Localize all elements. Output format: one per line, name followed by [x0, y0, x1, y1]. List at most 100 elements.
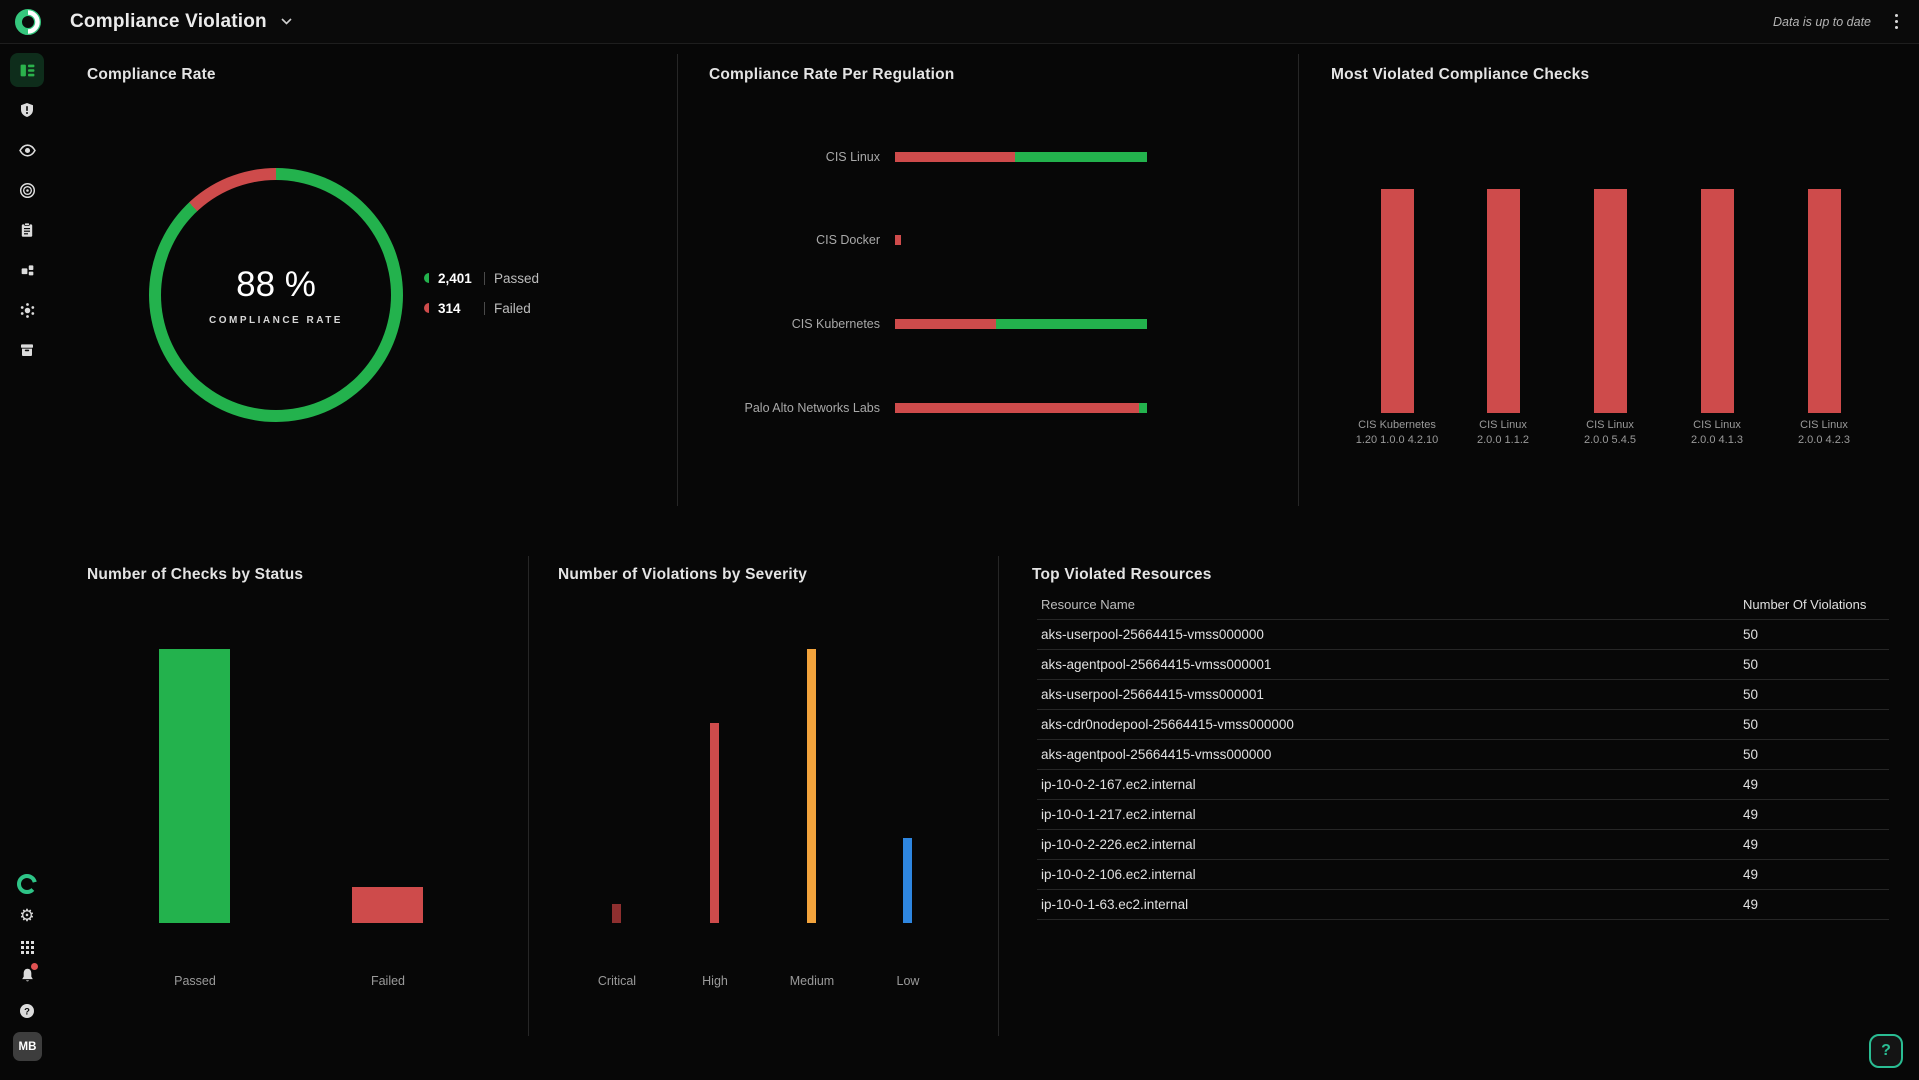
- failed-segment: [895, 152, 1016, 162]
- passed-segment: [996, 319, 1147, 329]
- sidebar-item-alerts[interactable]: [10, 93, 44, 127]
- regulation-bar-palo-alto[interactable]: [895, 403, 1147, 413]
- check-bar-label: CIS Linux 2.0.0 1.1.2: [1477, 419, 1529, 446]
- shield-alert-icon: [21, 103, 33, 117]
- table-row[interactable]: aks-agentpool-25664415-vmss000000 50: [1037, 740, 1889, 770]
- regulation-bar-cis-kubernetes[interactable]: [895, 319, 1147, 329]
- bell-icon: [21, 968, 33, 981]
- failed-bar[interactable]: [352, 887, 423, 923]
- orca-logo[interactable]: [0, 8, 56, 36]
- check-bar-cis-linux-112[interactable]: [1487, 189, 1520, 413]
- compliance-donut-ring[interactable]: 88 % COMPLIANCE RATE: [149, 168, 403, 422]
- sidebar-item-assets[interactable]: [10, 253, 44, 287]
- check-bar-cis-linux-413[interactable]: [1701, 189, 1734, 413]
- legend-divider: [484, 271, 485, 285]
- sidebar-apps[interactable]: [10, 930, 44, 964]
- regulation-bar-cis-docker[interactable]: [895, 235, 1147, 245]
- passed-marker-icon: [424, 273, 429, 283]
- passed-label: Passed: [494, 270, 540, 286]
- legend-item-failed[interactable]: 314 Failed: [424, 296, 539, 320]
- kebab-menu-icon[interactable]: [1881, 7, 1911, 37]
- low-axis-label: Low: [896, 974, 920, 988]
- clipboard-icon: [21, 222, 33, 237]
- table-row[interactable]: aks-agentpool-25664415-vmss000001 50: [1037, 650, 1889, 680]
- legend-item-passed[interactable]: 2,401 Passed: [424, 266, 539, 290]
- check-bar-cis-linux-545[interactable]: [1594, 189, 1627, 413]
- table-row[interactable]: ip-10-0-2-106.ec2.internal 49: [1037, 860, 1889, 890]
- failed-count: 314: [438, 300, 461, 316]
- top-violated-resources-table: Resource Name Number Of Violations aks-u…: [1037, 590, 1889, 920]
- dashboard-main: Compliance Rate 88 % COMPLIANCE RATE 2,4…: [56, 44, 1919, 1080]
- sidebar-settings[interactable]: ⚙: [10, 898, 44, 932]
- compliance-rate-label: COMPLIANCE RATE: [209, 314, 343, 326]
- column-header-violations: Number Of Violations: [1743, 597, 1867, 612]
- failed-segment: [895, 403, 1140, 413]
- panel-divider: [528, 556, 529, 1036]
- check-bar-label: CIS Linux 2.0.0 5.4.5: [1584, 419, 1636, 446]
- panel-title-compliance-rate: Compliance Rate: [87, 66, 216, 83]
- regulation-label: CIS Linux: [825, 150, 880, 164]
- medium-axis-label: Medium: [789, 974, 835, 988]
- user-avatar[interactable]: MB: [13, 1032, 42, 1061]
- table-header-row: Resource Name Number Of Violations: [1037, 590, 1889, 620]
- blocks-icon: [21, 264, 33, 275]
- table-row[interactable]: ip-10-0-2-226.ec2.internal 49: [1037, 830, 1889, 860]
- sidebar-item-dashboards[interactable]: [10, 53, 44, 87]
- table-row[interactable]: aks-cdr0nodepool-25664415-vmss000000 50: [1037, 710, 1889, 740]
- regulation-bar-cis-linux[interactable]: [895, 152, 1147, 162]
- failed-segment: [895, 319, 997, 329]
- table-row[interactable]: ip-10-0-1-63.ec2.internal 49: [1037, 890, 1889, 920]
- panel-divider: [1298, 54, 1299, 506]
- top-bar: Compliance Violation Data is up to date: [0, 0, 1919, 44]
- table-row[interactable]: aks-userpool-25664415-vmss000001 50: [1037, 680, 1889, 710]
- grid-apps-icon: [20, 940, 34, 954]
- archive-box-icon: [21, 344, 33, 356]
- panel-divider: [677, 54, 678, 506]
- failed-label: Failed: [494, 300, 531, 316]
- data-status-text: Data is up to date: [1773, 14, 1871, 29]
- failed-marker-icon: [424, 303, 429, 313]
- regulation-label: CIS Kubernetes: [791, 317, 880, 331]
- passed-bar[interactable]: [159, 649, 230, 923]
- sidebar-item-discovery[interactable]: [10, 133, 44, 167]
- sidebar-orca-ring[interactable]: [10, 867, 44, 901]
- critical-axis-label: Critical: [597, 974, 637, 988]
- dashboard-icon: [20, 64, 34, 76]
- failed-axis-label: Failed: [370, 974, 406, 988]
- table-row[interactable]: ip-10-0-1-217.ec2.internal 49: [1037, 800, 1889, 830]
- sidebar-help[interactable]: ?: [10, 994, 44, 1028]
- critical-bar[interactable]: [612, 904, 621, 923]
- passed-count: 2,401: [438, 270, 472, 286]
- svg-text:?: ?: [24, 1006, 30, 1017]
- check-bar-cis-linux-423[interactable]: [1808, 189, 1841, 413]
- table-row[interactable]: aks-userpool-25664415-vmss000000 50: [1037, 620, 1889, 650]
- high-bar[interactable]: [710, 723, 719, 923]
- sidebar-item-data-vault[interactable]: [10, 333, 44, 367]
- check-bar-cis-kubernetes[interactable]: [1381, 189, 1414, 413]
- orca-logo-icon: [15, 8, 41, 35]
- check-bar-label: CIS Linux 2.0.0 4.1.3: [1691, 419, 1743, 446]
- chevron-down-icon[interactable]: [281, 18, 292, 25]
- panel-title-per-regulation: Compliance Rate Per Regulation: [709, 66, 955, 83]
- help-circle-icon: ?: [20, 1004, 34, 1018]
- sidebar: ⚙ ? MB: [0, 44, 56, 1080]
- sidebar-item-attack-paths[interactable]: [10, 173, 44, 207]
- check-bar-label: CIS Linux 2.0.0 4.2.3: [1798, 419, 1850, 446]
- sidebar-notifications[interactable]: [10, 958, 44, 992]
- sidebar-item-compliance[interactable]: [10, 213, 44, 247]
- passed-segment: [1015, 152, 1147, 162]
- compliance-rate-value: 88 %: [236, 264, 316, 304]
- column-header-resource-name: Resource Name: [1041, 597, 1135, 612]
- sidebar-item-detections[interactable]: [10, 293, 44, 327]
- table-row[interactable]: ip-10-0-2-167.ec2.internal 49: [1037, 770, 1889, 800]
- help-button[interactable]: ?: [1869, 1034, 1903, 1068]
- gear-icon: ⚙: [19, 905, 35, 925]
- medium-bar[interactable]: [807, 649, 816, 923]
- eye-icon: [18, 143, 36, 157]
- passed-segment: [1139, 403, 1147, 413]
- compliance-legend: 2,401 Passed 314 Failed: [424, 266, 539, 326]
- target-icon: [19, 182, 35, 198]
- low-bar[interactable]: [903, 838, 912, 923]
- failed-segment: [895, 235, 902, 245]
- passed-axis-label: Passed: [174, 974, 216, 988]
